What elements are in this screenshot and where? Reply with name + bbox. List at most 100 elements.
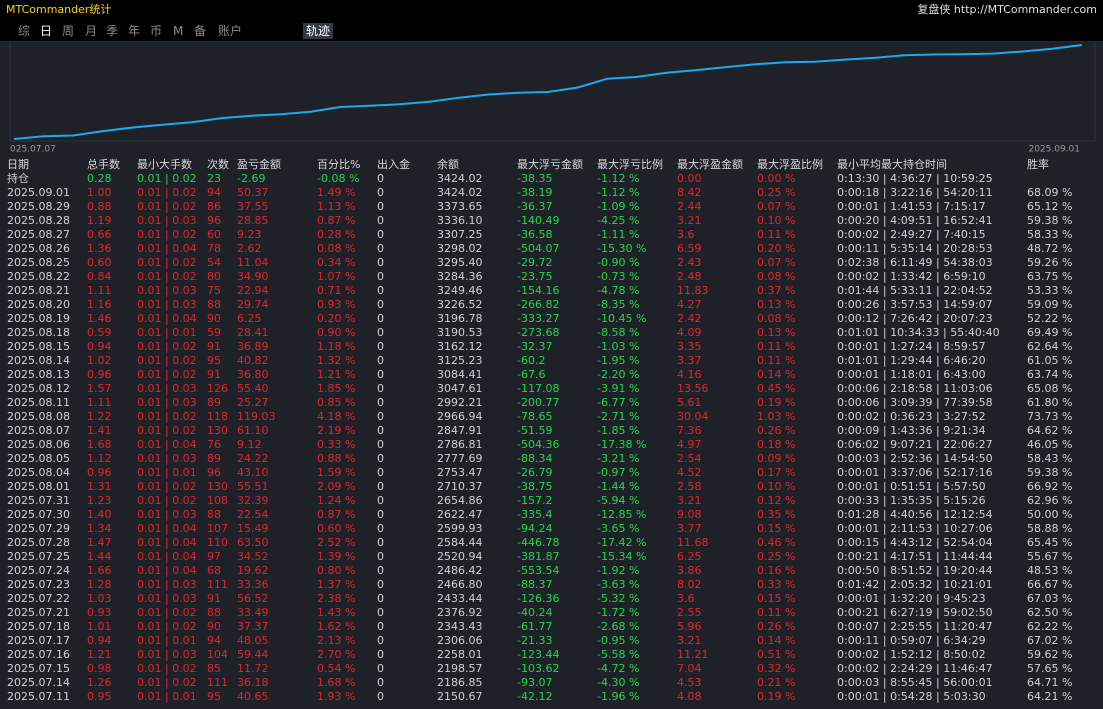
table-cell: 63.75 % (1027, 270, 1073, 283)
table-cell: 0:00:11 | 5:35:14 | 20:28:53 (837, 242, 993, 255)
table-cell: 3295.40 (437, 256, 483, 269)
table-cell: 2.43 (677, 256, 702, 269)
table-cell: 4.27 (677, 298, 702, 311)
table-cell: 0.90 % (317, 326, 356, 339)
table-cell: 54 (207, 256, 221, 269)
table-cell: -1.03 % (597, 340, 640, 353)
table-cell: 3190.53 (437, 326, 483, 339)
table-cell: 0.09 % (757, 452, 796, 465)
tab[interactable]: 币 (150, 24, 163, 38)
table-cell: 0.25 % (757, 186, 796, 199)
table-cell: 0:13:30 | 4:36:27 | 10:59:25 (837, 172, 993, 185)
table-cell: 0.54 % (317, 662, 356, 675)
table-cell: 0.00 % (757, 172, 796, 185)
table-cell: 0.19 % (757, 396, 796, 409)
table-cell: -38.19 (517, 186, 553, 199)
table-cell: -0.95 % (597, 634, 640, 647)
table-cell: 2025.08.18 (7, 326, 70, 339)
table-cell: 2343.43 (437, 620, 483, 633)
table-cell: 2.70 % (317, 648, 356, 661)
table-cell: 0.96 (87, 466, 112, 479)
table-cell: 67.02 % (1027, 634, 1073, 647)
tab[interactable]: 周 (62, 24, 75, 38)
table-cell: 2.38 % (317, 592, 356, 605)
tab[interactable]: 日 (40, 24, 53, 38)
table-cell: 0.01 | 0.02 (137, 340, 197, 353)
table-cell: -21.33 (517, 634, 553, 647)
table-cell: 0 (377, 326, 384, 339)
table-cell: -157.2 (517, 494, 553, 507)
tab[interactable]: 账户 (218, 24, 243, 38)
table-cell: 37.55 (237, 200, 269, 213)
brand-link[interactable]: 复盘侠 http://MTCommander.com (917, 3, 1097, 16)
title-bar: MTCommander统计 复盘侠 http://MTCommander.com (0, 0, 1103, 20)
table-cell: 3.37 (677, 354, 702, 367)
table-cell: -103.62 (517, 662, 560, 675)
table-cell: 0.12 % (757, 494, 796, 507)
tab[interactable]: 综 (18, 24, 31, 38)
table-cell: 0:00:06 | 3:09:39 | 77:39:58 (837, 396, 993, 409)
table-cell: 0:00:01 | 1:32:20 | 9:45:23 (837, 592, 986, 605)
table-cell: 57.65 % (1027, 662, 1073, 675)
table-cell: 0:00:26 | 3:57:53 | 14:59:07 (837, 298, 993, 311)
table-cell: -553.54 (517, 564, 560, 577)
table-cell: -1.12 % (597, 172, 640, 185)
table-cell: 61.05 % (1027, 354, 1073, 367)
table-cell: 持仓 (7, 172, 29, 185)
table-cell: -117.08 (517, 382, 560, 395)
table-cell: 89 (207, 452, 221, 465)
table-cell: 1.49 % (317, 186, 356, 199)
table-cell: 0:00:07 | 2:25:55 | 11:20:47 (837, 620, 993, 633)
table-cell: 2992.21 (437, 396, 483, 409)
table-cell: 33.49 (237, 606, 269, 619)
table-cell: 0.35 % (757, 508, 796, 521)
table-cell: 56.52 (237, 592, 269, 605)
table-cell: -3.63 % (597, 578, 640, 591)
table-cell: 2025.08.26 (7, 242, 70, 255)
table-cell: 0.33 % (757, 578, 796, 591)
tab[interactable]: 年 (128, 24, 141, 38)
table-cell: 2025.08.21 (7, 284, 70, 297)
tab[interactable]: 备 (194, 24, 207, 38)
table-cell: 59.38 % (1027, 466, 1073, 479)
table-cell: 2710.37 (437, 480, 483, 493)
table-cell: 0.15 % (757, 522, 796, 535)
table-cell: 1.68 (87, 438, 112, 451)
table-cell: -266.82 (517, 298, 560, 311)
table-cell: 19.62 (237, 564, 269, 577)
table-cell: 63.50 (237, 536, 269, 549)
table-cell: 3162.12 (437, 340, 483, 353)
table-cell: 0 (377, 214, 384, 227)
table-cell: 0.84 (87, 270, 112, 283)
table-cell: 0:01:28 | 4:40:56 | 12:12:54 (837, 508, 993, 521)
table-cell: 0:00:02 | 1:52:12 | 8:50:02 (837, 648, 986, 661)
table-cell: -8.35 % (597, 298, 640, 311)
table-cell: 0.71 % (317, 284, 356, 297)
table-cell: 0 (377, 508, 384, 521)
table-cell: 0 (377, 340, 384, 353)
tab[interactable]: 月 (85, 24, 98, 38)
table-cell: 0.10 % (757, 214, 796, 227)
tab[interactable]: 季 (106, 24, 119, 38)
table-cell: 9.08 (677, 508, 702, 521)
tab-active[interactable]: 轨迹 (303, 23, 334, 39)
table-cell: 0.01 | 0.04 (137, 564, 197, 577)
app-title: MTCommander统计 (6, 3, 112, 16)
table-cell: 3.86 (677, 564, 702, 577)
table-cell: 90 (207, 312, 221, 325)
table-cell: 48.05 (237, 634, 269, 647)
table-cell: 25.27 (237, 396, 269, 409)
table-cell: 0.11 % (757, 606, 796, 619)
table-cell: 0.01 | 0.02 (137, 200, 197, 213)
table-cell: 4.09 (677, 326, 702, 339)
column-header: 余额 (437, 158, 459, 171)
table-cell: 62.64 % (1027, 340, 1073, 353)
table-cell: 24.22 (237, 452, 269, 465)
table-cell: 0.14 % (757, 634, 796, 647)
table-cell: 0 (377, 242, 384, 255)
table-cell: 1.23 (87, 494, 112, 507)
tab[interactable]: M (173, 24, 184, 38)
table-cell: 0:01:01 | 1:29:44 | 6:46:20 (837, 354, 986, 367)
table-cell: 0 (377, 676, 384, 689)
table-cell: 61.10 (237, 424, 269, 437)
